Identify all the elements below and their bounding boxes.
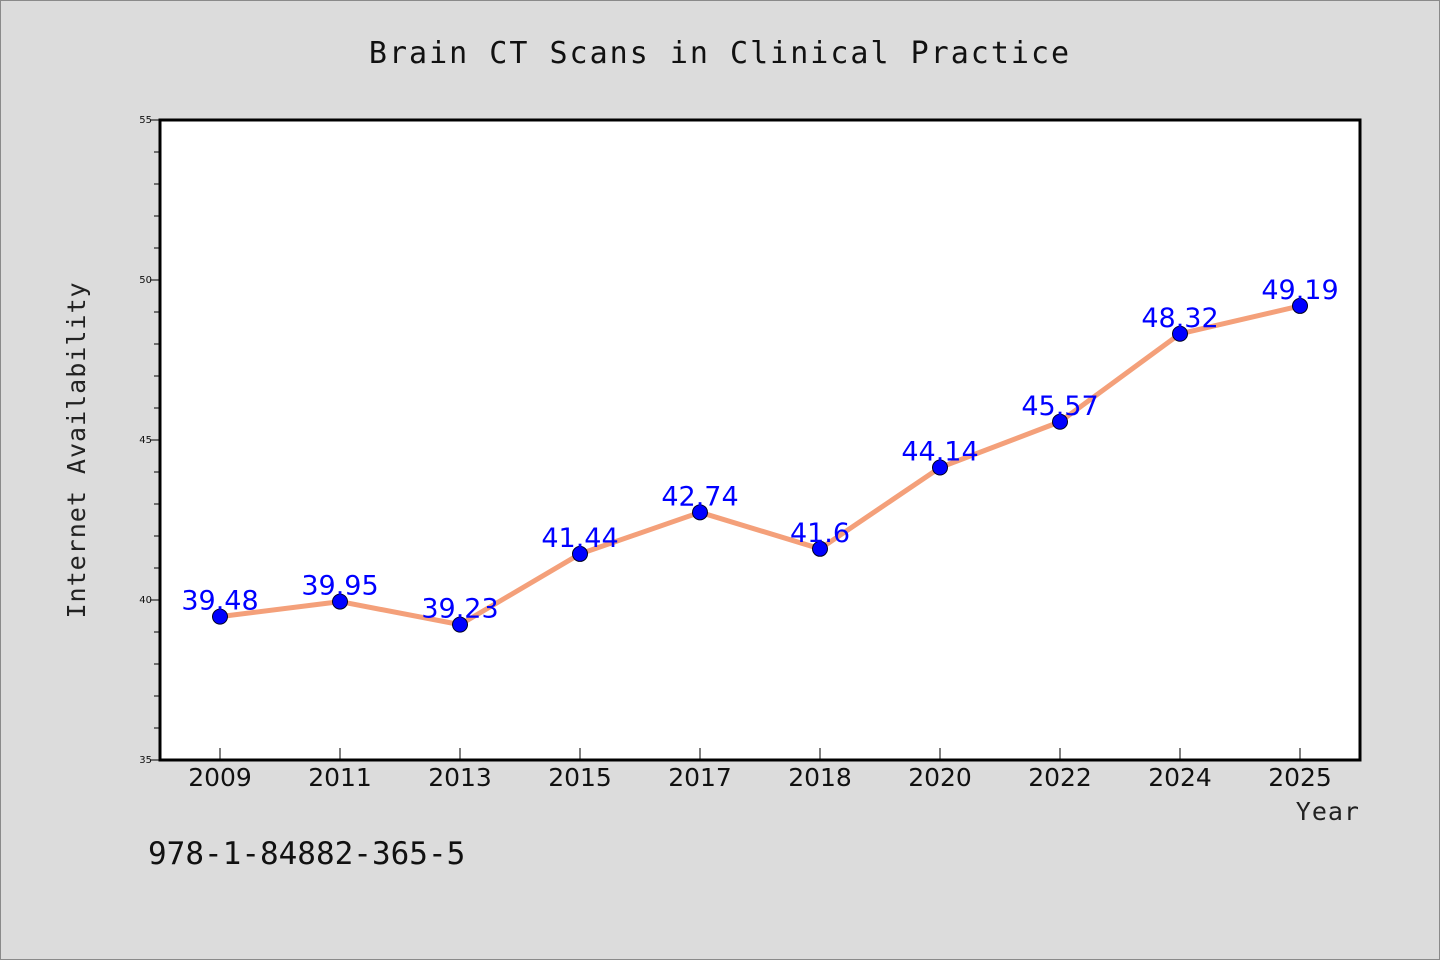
data-label: 41.6 xyxy=(790,518,850,549)
x-axis: 2009 2011 2013 2015 2017 2018 2020 2022 2024 2025 xyxy=(188,748,1332,792)
x-axis-title: Year xyxy=(1296,797,1360,826)
data-point xyxy=(332,593,348,610)
data-point xyxy=(212,608,228,625)
x-tick-label: 2022 xyxy=(1028,763,1092,792)
data-point xyxy=(932,459,948,476)
plot-area xyxy=(158,118,1362,762)
data-label: 45.57 xyxy=(1021,391,1098,422)
y-tick-label: 45 xyxy=(139,435,152,446)
data-point xyxy=(1172,325,1188,342)
y-axis-title: Internet Availability xyxy=(62,281,91,618)
data-label: 39.95 xyxy=(301,571,378,602)
y-axis: 35 40 45 50 55 xyxy=(139,115,160,766)
y-tick-label: 40 xyxy=(139,595,152,606)
chart-title: Brain CT Scans in Clinical Practice xyxy=(369,36,1071,71)
x-tick-label: 2025 xyxy=(1268,763,1332,792)
x-tick-label: 2018 xyxy=(788,763,852,792)
x-tick-label: 2013 xyxy=(428,763,492,792)
series-markers xyxy=(212,297,1308,633)
x-tick-label: 2015 xyxy=(548,763,612,792)
data-label: 42.74 xyxy=(661,481,738,512)
footer-code: 978-1-84882-365-5 xyxy=(148,836,465,872)
data-label: 39.48 xyxy=(181,586,258,617)
x-tick-label: 2011 xyxy=(308,763,372,792)
data-point xyxy=(1052,413,1068,430)
y-tick-label: 55 xyxy=(139,115,152,126)
data-point xyxy=(452,616,468,633)
data-point xyxy=(572,545,588,562)
data-label: 49.19 xyxy=(1261,275,1338,306)
data-label: 48.32 xyxy=(1141,303,1218,334)
x-tick-label: 2024 xyxy=(1148,763,1212,792)
data-label: 39.23 xyxy=(421,594,498,625)
data-labels: 39.48 39.95 39.23 41.44 42.74 41.6 44.14 45.57 4… xyxy=(181,275,1338,625)
data-label: 44.14 xyxy=(901,437,978,468)
y-tick-label: 50 xyxy=(139,275,152,286)
series-line xyxy=(217,303,1303,628)
x-tick-label: 2009 xyxy=(188,763,252,792)
data-point xyxy=(1292,297,1308,314)
data-point xyxy=(692,504,708,521)
data-label: 41.44 xyxy=(541,523,618,554)
y-tick-label: 35 xyxy=(139,755,152,766)
series-line-group xyxy=(217,303,1303,628)
x-tick-label: 2017 xyxy=(668,763,732,792)
data-point xyxy=(812,540,828,557)
x-tick-label: 2020 xyxy=(908,763,972,792)
